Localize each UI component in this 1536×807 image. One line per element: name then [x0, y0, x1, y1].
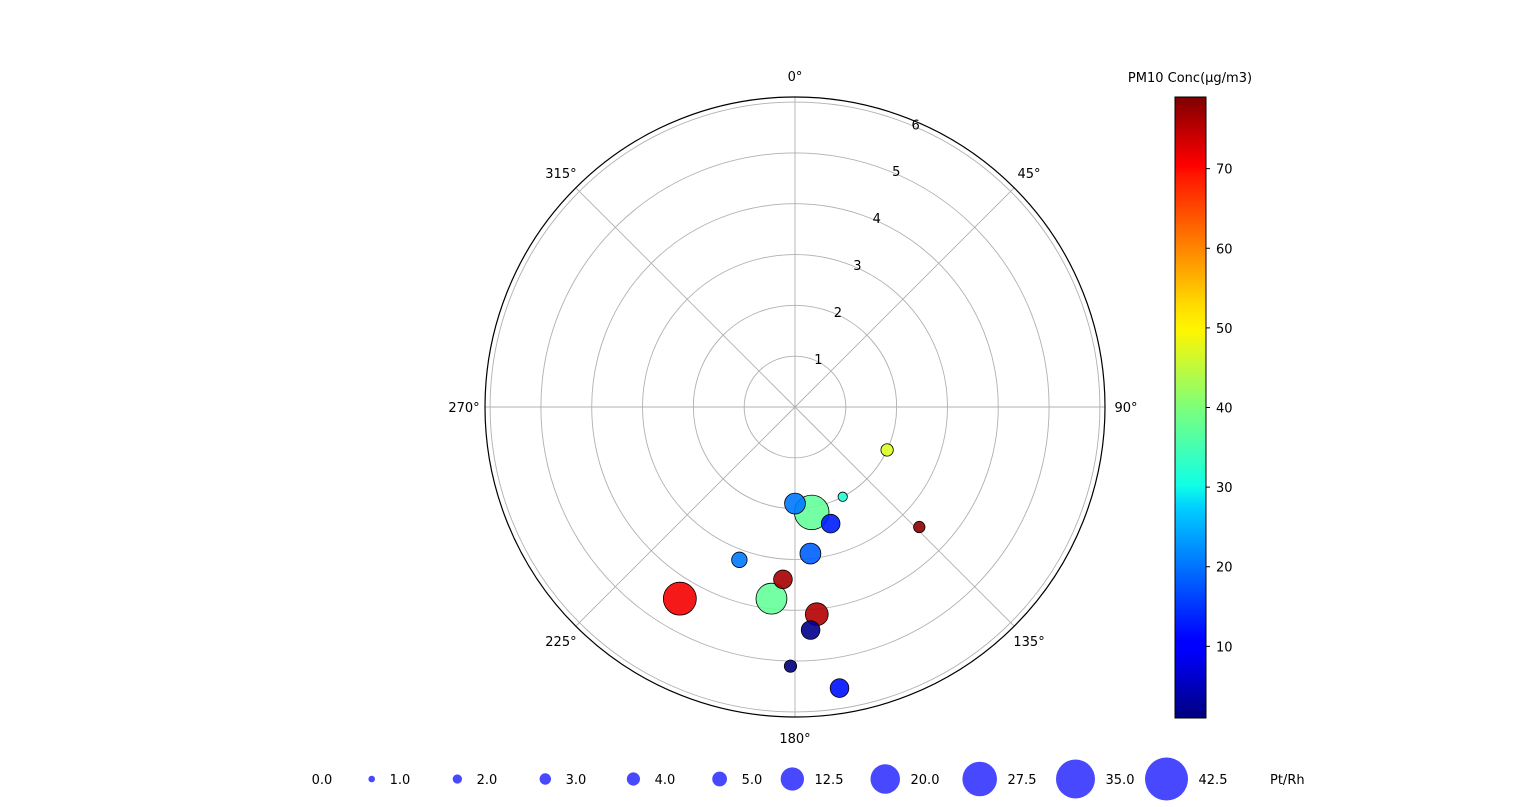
radial-gridline [540, 152, 1050, 662]
angle-tick-label: 0° [788, 70, 803, 85]
angle-tick-label: 90° [1114, 401, 1137, 416]
angular-gridline [575, 406, 796, 627]
radial-gridline [591, 203, 999, 611]
size-legend-unit: Pt/Rh [1270, 773, 1305, 788]
data-points [662, 443, 926, 698]
size-legend-label: 12.5 [815, 773, 844, 788]
data-point [773, 569, 793, 590]
size-legend: 0.0 1.0 2.0 3.0 4.0 5.0 12.5 20.0 27.5 35.0 42.5 Pt… [312, 757, 1305, 801]
colorbar-tick-label: 20 [1216, 561, 1233, 576]
size-legend-label: 3.0 [566, 773, 587, 788]
angular-gridline [575, 187, 796, 408]
colorbar-title: PM10 Conc(µg/m3) [1128, 71, 1252, 86]
angle-tick-label: 180° [779, 732, 810, 747]
data-point [784, 492, 806, 515]
data-point [662, 581, 697, 616]
data-point [820, 513, 841, 534]
size-legend-marker [962, 761, 997, 797]
polar-grid [484, 96, 1106, 718]
size-legend-label: 2.0 [477, 773, 498, 788]
data-point [783, 659, 798, 673]
data-point [880, 443, 894, 457]
radial-tick-label: 4 [873, 212, 881, 227]
size-legend-label: 4.0 [655, 773, 676, 788]
angular-gridline [794, 406, 1015, 627]
colorbar-tick-label: 30 [1216, 481, 1233, 496]
size-legend-marker [452, 774, 462, 784]
size-legend-marker [870, 764, 900, 794]
colorbar-ticks: 10 20 30 40 50 60 70 [1206, 163, 1233, 655]
data-point [731, 551, 748, 568]
size-legend-label: 20.0 [911, 773, 940, 788]
size-legend-marker [780, 767, 804, 791]
size-legend-label: 42.5 [1199, 773, 1228, 788]
polar-frame [484, 96, 1106, 718]
radial-gridline [642, 254, 948, 560]
size-legend-marker [712, 771, 727, 787]
size-legend-marker [539, 773, 551, 785]
size-legend-label: 27.5 [1008, 773, 1037, 788]
angle-tick-label: 45° [1018, 167, 1041, 182]
radial-tick-label: 2 [834, 306, 842, 321]
angle-tick-label: 270° [448, 401, 479, 416]
radial-gridline [743, 355, 847, 459]
colorbar-tick-label: 40 [1216, 402, 1233, 417]
size-legend-label: 5.0 [742, 773, 763, 788]
size-legend-label: 0.0 [312, 773, 333, 788]
size-legend-label: 1.0 [390, 773, 411, 788]
angle-tick-label: 315° [545, 167, 576, 182]
axis-labels: 0° 45° 90° 135° 180° 225° 270° 315° 1 2 3 4 5 6 [448, 70, 1137, 747]
radial-tick-label: 1 [814, 353, 822, 368]
angle-tick-label: 225° [545, 635, 576, 650]
colorbar-tick-label: 50 [1216, 322, 1233, 337]
data-point [829, 678, 850, 698]
data-point [799, 542, 822, 565]
radial-tick-label: 5 [892, 165, 900, 180]
data-point [800, 620, 821, 640]
data-point [837, 491, 848, 502]
data-point [913, 520, 926, 534]
radial-gridline [489, 101, 1101, 713]
size-legend-marker [1055, 759, 1095, 799]
radial-tick-label: 3 [853, 259, 861, 274]
size-legend-marker [626, 772, 640, 786]
colorbar: PM10 Conc(µg/m3) 10 20 30 40 50 60 70 [1128, 71, 1252, 719]
colorbar-tick-label: 70 [1216, 163, 1233, 178]
size-legend-marker [368, 775, 375, 783]
colorbar-tick-label: 60 [1216, 242, 1233, 257]
angle-tick-label: 135° [1013, 635, 1044, 650]
radial-tick-label: 6 [912, 118, 920, 133]
size-legend-label: 35.0 [1106, 773, 1135, 788]
angular-gridline [794, 187, 1015, 408]
colorbar-tick-label: 10 [1216, 640, 1233, 655]
colorbar-gradient [1174, 96, 1207, 719]
data-point [755, 582, 788, 615]
size-legend-marker [1145, 757, 1188, 801]
